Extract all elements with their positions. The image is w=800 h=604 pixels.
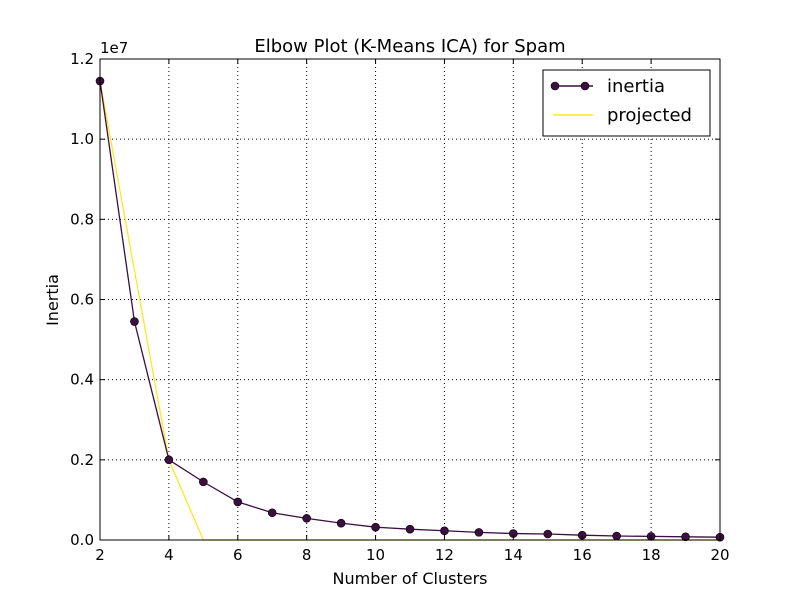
x-tick-label: 14	[504, 546, 523, 564]
data-point-inertia	[336, 518, 346, 528]
data-point-inertia	[130, 317, 139, 326]
y-tick-label: 0.4	[70, 371, 94, 389]
x-tick-label: 10	[366, 546, 385, 564]
data-point-inertia	[681, 532, 690, 542]
data-point-inertia	[474, 528, 484, 537]
y-tick-label: 1.0	[70, 130, 94, 148]
data-point-inertia	[543, 529, 553, 539]
x-tick-label: 16	[573, 546, 592, 564]
legend-label-inertia: inertia	[607, 76, 665, 97]
legend: inertia projected	[542, 69, 711, 137]
data-point-inertia	[199, 477, 208, 487]
legend-marker-inertia-right	[580, 81, 590, 91]
data-point-inertia	[612, 531, 621, 541]
x-axis-label: Number of Clusters	[333, 569, 488, 588]
y-tick-label: 0.0	[70, 531, 94, 549]
x-tick-label: 6	[233, 546, 243, 564]
x-tick-label: 8	[302, 546, 312, 564]
y-tick-labels: 0.0 0.2 0.4 0.6 0.8 1.0 1.2	[70, 50, 94, 549]
data-point-inertia	[405, 524, 415, 534]
y-offset-label: 1e7	[100, 39, 128, 57]
y-axis-label: Inertia	[43, 274, 62, 326]
legend-marker-inertia-left	[550, 81, 560, 91]
x-tick-label: 18	[642, 546, 661, 564]
x-tick-label: 12	[435, 546, 454, 564]
legend-label-projected: projected	[607, 105, 692, 126]
y-tick-label: 0.8	[70, 210, 94, 228]
legend-box	[542, 69, 711, 137]
data-point-inertia	[164, 455, 174, 465]
data-point-inertia	[371, 522, 380, 532]
grid	[100, 59, 720, 540]
x-tick-labels: 2 4 6 8 10 12 14 16 18 20	[95, 546, 729, 564]
data-point-inertia	[302, 514, 311, 523]
data-point-inertia	[440, 526, 449, 536]
y-tick-label: 1.2	[70, 50, 94, 68]
data-point-inertia	[267, 508, 277, 518]
x-tick-label: 2	[95, 546, 105, 564]
x-tick-label: 20	[710, 546, 729, 564]
y-tick-label: 0.6	[70, 291, 94, 309]
chart-title: Elbow Plot (K-Means ICA) for Spam	[254, 36, 565, 57]
data-point-inertia	[233, 497, 243, 507]
x-tick-label: 4	[164, 546, 174, 564]
y-tick-label: 0.2	[70, 451, 94, 469]
axis-ticks	[99, 58, 721, 541]
